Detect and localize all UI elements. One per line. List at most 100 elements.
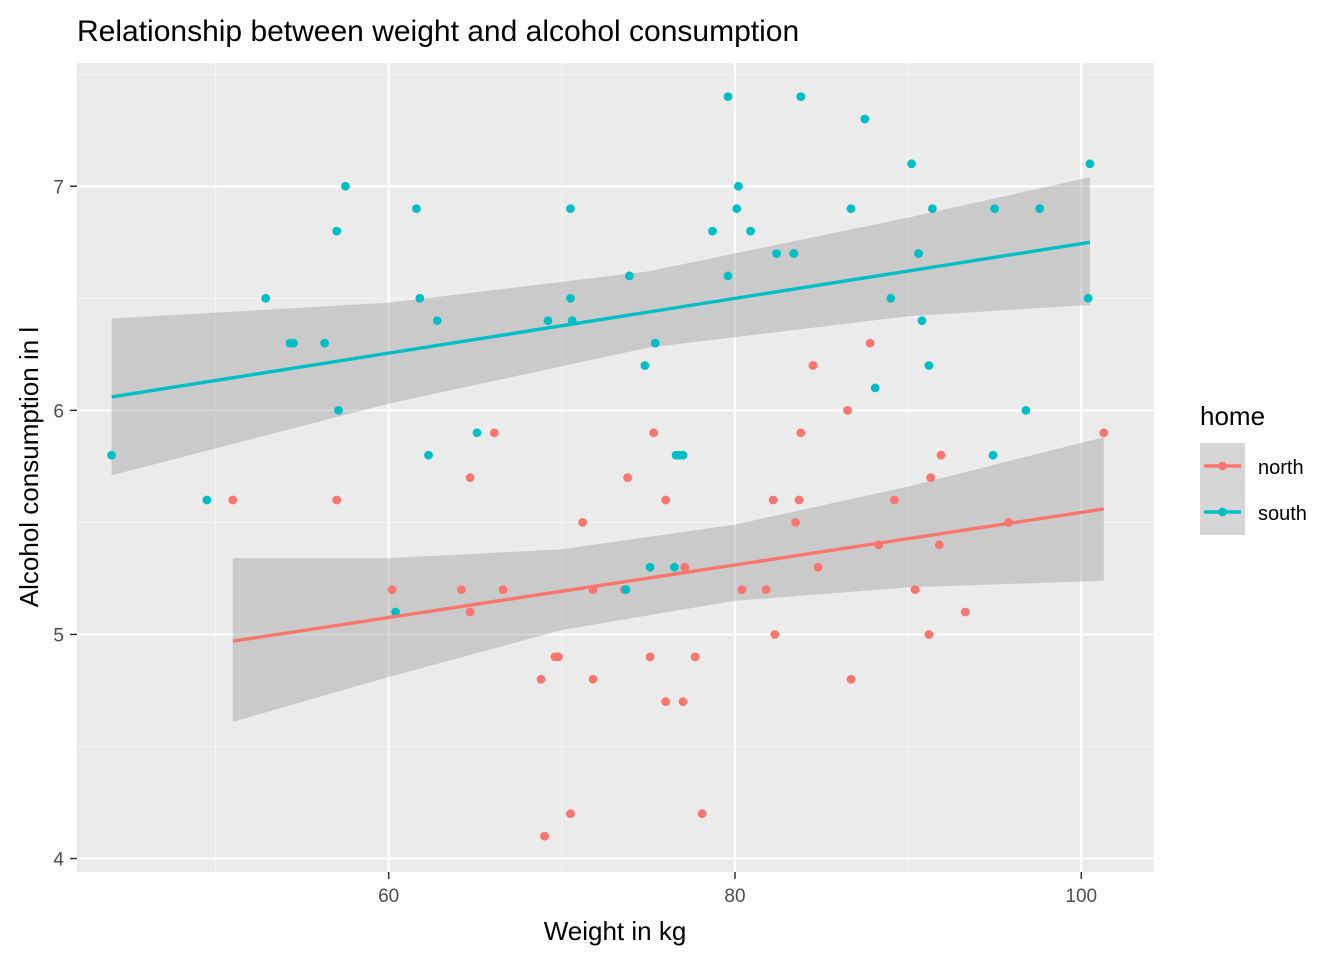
data-point-north xyxy=(889,495,899,505)
data-point-south xyxy=(1085,159,1095,169)
data-point-south xyxy=(860,114,870,124)
y-axis: 4 5 6 7 xyxy=(53,177,77,871)
data-point-north xyxy=(843,406,852,415)
data-point-south xyxy=(907,159,916,169)
confidence-band-south xyxy=(111,177,1090,476)
data-point-south xyxy=(1021,406,1031,415)
data-point-south xyxy=(650,338,660,348)
data-point-south xyxy=(708,226,717,236)
data-point-south xyxy=(746,226,755,236)
data-point-south xyxy=(107,450,116,460)
data-point-south xyxy=(723,92,733,101)
data-point-south xyxy=(415,293,425,303)
y-tick-label: 4 xyxy=(53,850,64,871)
data-point-north xyxy=(813,562,823,572)
data-point-north xyxy=(489,428,499,438)
x-tick-label: 100 xyxy=(1065,886,1097,907)
data-point-north xyxy=(737,585,747,594)
data-point-south xyxy=(432,316,442,326)
legend-label-south: south xyxy=(1258,503,1307,525)
data-point-south xyxy=(332,226,342,236)
regression-line-north xyxy=(232,507,1105,643)
data-point-north xyxy=(578,518,587,527)
data-point-north xyxy=(228,495,238,505)
data-point-south xyxy=(472,428,482,438)
data-point-north xyxy=(770,630,780,639)
regression-lines xyxy=(111,240,1105,643)
legend-key-point-south xyxy=(1218,507,1227,517)
x-tick-label: 60 xyxy=(378,886,399,907)
data-point-south xyxy=(566,204,575,214)
data-point-south xyxy=(640,361,650,370)
data-points xyxy=(107,92,1109,841)
data-point-south xyxy=(886,293,896,303)
data-point-south xyxy=(928,204,937,214)
data-point-north xyxy=(649,428,658,438)
data-point-north xyxy=(865,338,875,348)
data-point-north xyxy=(536,674,546,684)
data-point-north xyxy=(796,428,806,438)
confidence-ribbons xyxy=(111,177,1104,722)
data-point-north xyxy=(661,697,671,707)
data-point-north xyxy=(498,585,508,594)
y-tick-label: 7 xyxy=(53,177,64,198)
data-point-south xyxy=(914,249,923,258)
data-point-south xyxy=(543,316,553,326)
data-point-north xyxy=(457,585,466,594)
data-point-south xyxy=(289,338,298,348)
data-point-south xyxy=(202,495,212,505)
data-point-north xyxy=(926,473,935,482)
data-point-south xyxy=(320,338,329,348)
data-point-south xyxy=(261,293,271,303)
data-point-south xyxy=(1083,293,1093,303)
data-point-south xyxy=(917,316,927,326)
data-point-south xyxy=(678,450,688,460)
data-point-south xyxy=(670,562,679,572)
data-point-north xyxy=(794,495,804,505)
data-point-north xyxy=(465,607,475,617)
data-point-north xyxy=(761,585,771,594)
data-point-south xyxy=(988,450,998,460)
data-point-north xyxy=(332,495,342,505)
data-point-north xyxy=(690,652,700,662)
data-point-south xyxy=(723,271,733,281)
data-point-north xyxy=(910,585,920,594)
x-tick-label: 80 xyxy=(724,886,745,907)
data-point-south xyxy=(990,204,1000,214)
data-point-north xyxy=(554,652,563,662)
legend: home north south xyxy=(1200,401,1307,535)
data-point-north xyxy=(540,831,549,841)
data-point-north xyxy=(924,630,934,639)
data-point-north xyxy=(661,495,671,505)
x-axis-title: Weight in kg xyxy=(544,916,687,946)
chart-title: Relationship between weight and alcohol … xyxy=(77,15,799,48)
data-point-north xyxy=(960,607,970,617)
legend-title: home xyxy=(1200,401,1265,431)
data-point-south xyxy=(1035,204,1045,214)
data-point-north xyxy=(1099,428,1109,438)
data-point-south xyxy=(732,204,742,214)
data-point-south xyxy=(645,562,655,572)
legend-key-point-north xyxy=(1218,461,1227,471)
data-point-north xyxy=(846,674,856,684)
data-point-south xyxy=(566,293,575,303)
data-point-north xyxy=(387,585,397,594)
major-gridlines xyxy=(77,63,1154,872)
data-point-south xyxy=(625,271,634,281)
data-point-north xyxy=(936,450,946,460)
regression-line-south xyxy=(111,240,1091,399)
data-point-south xyxy=(341,181,350,191)
data-point-north xyxy=(934,540,944,550)
data-point-south xyxy=(789,249,799,258)
legend-label-north: north xyxy=(1258,457,1304,479)
y-axis-title: Alcohol consumption in l xyxy=(14,327,44,607)
data-point-north xyxy=(645,652,655,662)
y-tick-label: 5 xyxy=(53,625,64,646)
y-tick-label: 6 xyxy=(53,401,64,422)
data-point-south xyxy=(870,383,880,393)
data-point-north xyxy=(588,674,598,684)
data-point-north xyxy=(808,361,818,370)
x-axis: 60 80 100 xyxy=(378,872,1097,907)
data-point-south xyxy=(796,92,806,101)
